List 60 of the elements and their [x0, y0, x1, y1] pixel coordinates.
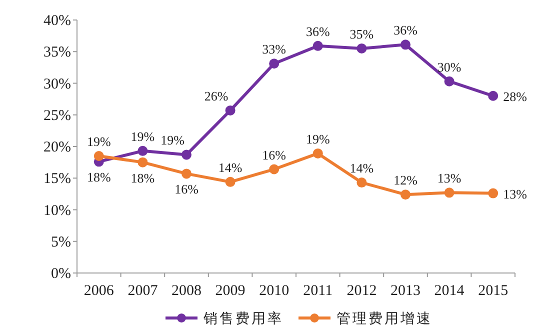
point: [444, 76, 454, 86]
point: [225, 105, 236, 116]
point: [94, 150, 104, 161]
data-label: 13%: [503, 186, 528, 202]
x-tick-label: 2011: [303, 283, 333, 299]
data-label: 35%: [350, 26, 374, 42]
point: [400, 190, 410, 200]
x-tick-label: 2013: [390, 283, 420, 299]
x-tick-label: 2015: [478, 283, 508, 299]
legend-label: 销售费用率: [202, 311, 284, 327]
point: [356, 43, 367, 54]
data-label: 12%: [394, 172, 418, 188]
data-label: 14%: [350, 160, 374, 176]
data-label: 36%: [306, 24, 330, 39]
y-tick-label: 20%: [44, 140, 71, 156]
legend-label: 管理费用增速: [336, 311, 432, 327]
data-label: 30%: [437, 59, 462, 74]
point: [444, 188, 454, 198]
y-tick-label: 15%: [44, 171, 71, 188]
data-label: 19%: [160, 132, 185, 148]
point: [182, 150, 192, 160]
point: [138, 146, 148, 156]
data-label: 36%: [394, 22, 418, 38]
x-tick-label: 2010: [259, 283, 290, 299]
y-tick-label: 30%: [44, 76, 71, 92]
point: [138, 157, 148, 168]
point: [312, 148, 323, 158]
y-tick-label: 0%: [51, 266, 71, 282]
data-label: 19%: [306, 131, 330, 146]
data-label: 16%: [262, 147, 286, 162]
data-label: 28%: [503, 88, 528, 104]
point: [488, 188, 498, 198]
point: [312, 40, 323, 51]
data-label: 14%: [218, 160, 242, 175]
x-tick-label: 2008: [172, 283, 202, 299]
y-tick-label: 5%: [51, 234, 71, 250]
y-tick-label: 25%: [44, 108, 71, 124]
point: [400, 40, 410, 50]
point: [182, 168, 192, 179]
data-label: 16%: [174, 182, 199, 197]
point: [225, 176, 236, 187]
data-label: 33%: [262, 42, 286, 57]
data-label: 18%: [130, 170, 155, 186]
x-tick-label: 2014: [434, 283, 465, 299]
point: [269, 164, 280, 174]
y-tick-label: 10%: [44, 202, 71, 219]
point: [488, 90, 498, 101]
data-label: 19%: [86, 134, 111, 149]
point: [356, 178, 367, 188]
y-tick-label: 40%: [44, 13, 71, 29]
data-label: 13%: [437, 170, 462, 186]
x-tick-label: 2009: [215, 283, 246, 299]
data-label: 26%: [204, 88, 228, 104]
x-tick-label: 2007: [128, 283, 158, 299]
data-label: 18%: [86, 170, 111, 185]
data-label: 19%: [130, 128, 155, 144]
x-tick-label: 2006: [84, 283, 114, 299]
point: [269, 58, 280, 69]
y-tick-label: 35%: [44, 44, 71, 61]
x-tick-label: 2012: [346, 283, 377, 299]
